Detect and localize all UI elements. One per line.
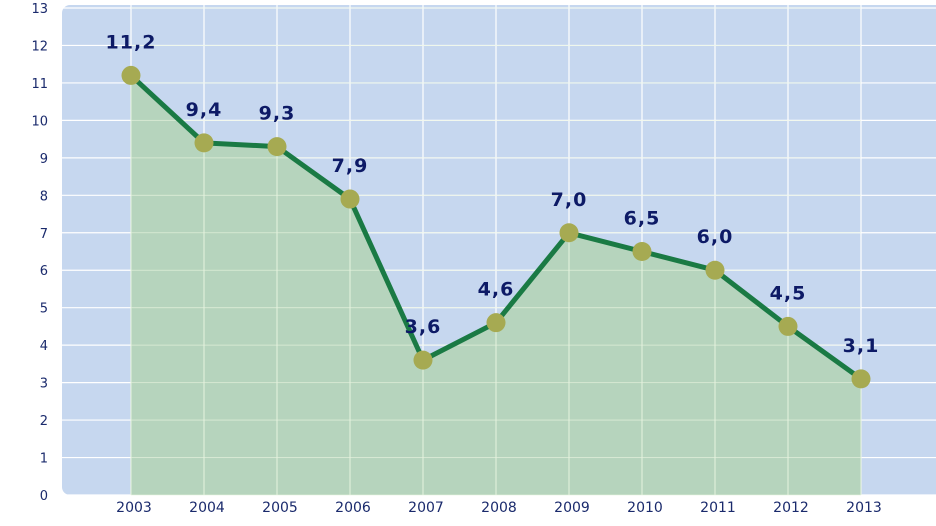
x-tick-label-2005: 2005 <box>262 500 298 516</box>
point-2013 <box>851 369 871 389</box>
y-tick-label-4: 4 <box>40 339 48 354</box>
data-label-2008: 4,6 <box>478 279 515 301</box>
y-tick-label-0: 0 <box>40 489 48 504</box>
x-tick-label-2011: 2011 <box>700 500 736 516</box>
point-2006 <box>340 189 360 209</box>
point-2007 <box>413 350 433 370</box>
x-tick-label-2010: 2010 <box>627 500 663 516</box>
x-tick-label-2008: 2008 <box>481 500 517 516</box>
x-tick-label-2013: 2013 <box>846 500 882 516</box>
x-tick-label-2004: 2004 <box>189 500 225 516</box>
data-label-2011: 6,0 <box>697 226 734 248</box>
y-tick-label-8: 8 <box>40 189 48 204</box>
point-2003 <box>121 65 141 85</box>
y-tick-label-2: 2 <box>40 414 48 429</box>
area-layer <box>130 7 862 496</box>
data-label-2003: 11,2 <box>106 31 157 53</box>
point-2008 <box>486 313 506 333</box>
data-label-2012: 4,5 <box>770 282 807 304</box>
marker-layer <box>121 65 871 389</box>
data-label-2005: 9,3 <box>259 103 296 125</box>
x-tick-label-2006: 2006 <box>335 500 371 516</box>
data-label-layer: 11,2 9,4 9,3 7,9 3,6 4,6 7,0 6,5 6,0 4,5 3,1 <box>106 31 880 357</box>
y-tick-label-1: 1 <box>40 452 48 467</box>
x-tick-label-2012: 2012 <box>773 500 809 516</box>
point-2004 <box>194 133 214 153</box>
y-tick-label-10: 10 <box>31 114 48 129</box>
point-2009 <box>559 223 579 243</box>
data-label-2004: 9,4 <box>186 99 223 121</box>
x-tick-label-2007: 2007 <box>408 500 444 516</box>
data-label-2013: 3,1 <box>843 335 880 357</box>
y-tick-label-6: 6 <box>40 264 48 279</box>
y-tick-label-9: 9 <box>40 152 48 167</box>
y-tick-label-7: 7 <box>40 227 48 242</box>
y-tick-label-12: 12 <box>31 39 48 54</box>
point-2011 <box>705 260 725 280</box>
y-tick-label-11: 11 <box>31 77 48 92</box>
x-tick-label-2003: 2003 <box>116 500 152 516</box>
point-2010 <box>632 242 652 261</box>
data-label-2009: 7,0 <box>551 189 588 211</box>
point-2012 <box>778 316 798 336</box>
data-label-2006: 7,9 <box>332 155 369 177</box>
y-tick-label-13: 13 <box>31 2 48 17</box>
data-label-2010: 6,5 <box>624 208 661 230</box>
x-tick-label-2009: 2009 <box>554 500 590 516</box>
area-fill <box>131 75 861 495</box>
x-axis: 2003 2004 2005 2006 2007 2008 2009 2010 2011 2012… <box>116 500 882 516</box>
y-tick-label-5: 5 <box>40 302 48 317</box>
point-2005 <box>267 137 287 157</box>
data-label-2007: 3,6 <box>405 316 442 338</box>
y-tick-label-3: 3 <box>40 377 48 392</box>
